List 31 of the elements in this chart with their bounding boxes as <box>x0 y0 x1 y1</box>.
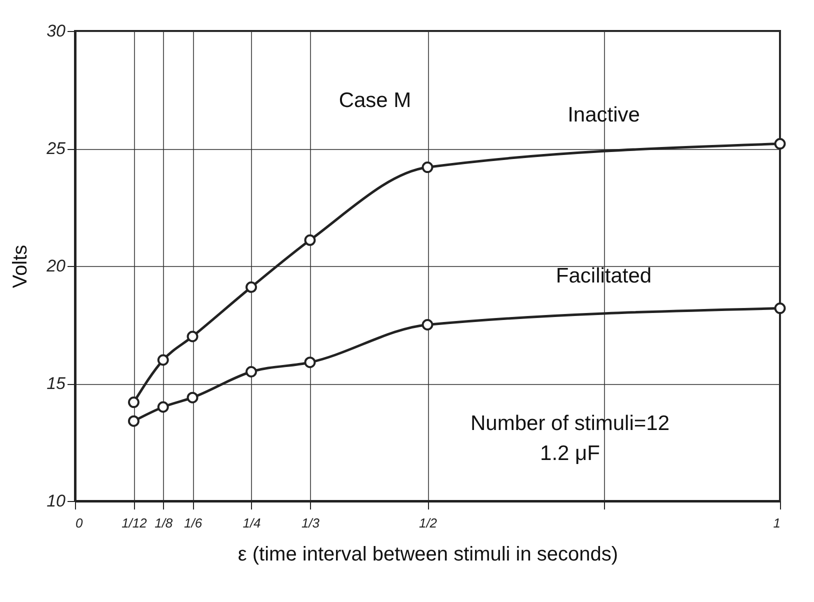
point <box>157 401 169 413</box>
x-tick-label: 1/6 <box>184 516 203 530</box>
point <box>186 330 198 342</box>
annotation: 1.2 μF <box>540 442 600 465</box>
x-tick-label: 0 <box>76 516 84 530</box>
point <box>304 356 316 368</box>
point <box>128 415 140 427</box>
point <box>246 281 257 293</box>
annotation: Case M <box>338 89 412 112</box>
y-tick-label: 30 <box>46 22 66 40</box>
x-tick-label: 1/4 <box>242 516 261 530</box>
point <box>186 392 198 404</box>
x-tick-label: 1/3 <box>301 516 320 530</box>
x-tick-label: 1/12 <box>122 516 148 530</box>
point <box>422 162 434 174</box>
point <box>157 354 169 366</box>
x-axis-title: ε (time interval between stimuli in seconds) <box>238 544 618 566</box>
y-tick-label: 25 <box>46 139 66 158</box>
y-tick-label: 10 <box>46 492 66 510</box>
point <box>422 319 434 330</box>
x-tick-label: 1/2 <box>418 516 438 530</box>
y-axis-title: Volts <box>10 244 32 288</box>
point <box>128 396 140 408</box>
y-tick-label: 20 <box>46 256 66 276</box>
y-tick-label: 15 <box>46 374 66 393</box>
point <box>304 234 316 246</box>
x-tick-label: 1/8 <box>154 516 174 530</box>
point <box>246 366 257 378</box>
point <box>774 138 786 150</box>
point <box>774 302 786 314</box>
x-tick-label: 1 <box>773 516 780 530</box>
